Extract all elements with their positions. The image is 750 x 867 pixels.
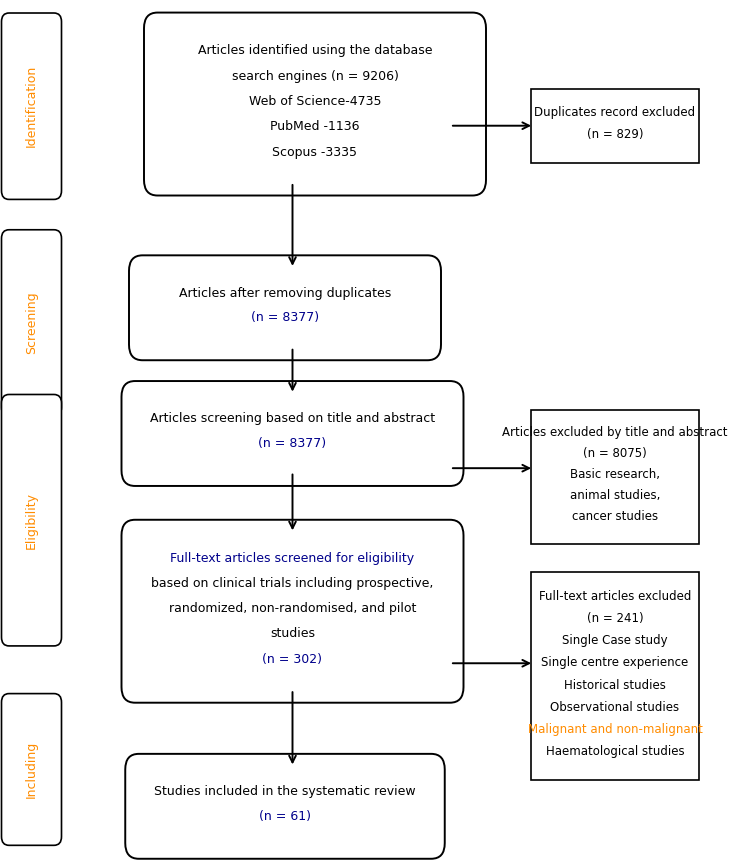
Text: Malignant and non-malignant: Malignant and non-malignant: [527, 723, 703, 736]
FancyBboxPatch shape: [2, 694, 62, 845]
Text: Screening: Screening: [25, 291, 38, 355]
FancyBboxPatch shape: [530, 89, 699, 163]
FancyBboxPatch shape: [2, 394, 62, 646]
Text: Full-text articles screened for eligibility: Full-text articles screened for eligibil…: [170, 551, 415, 564]
FancyBboxPatch shape: [125, 753, 445, 858]
Text: Scopus -3335: Scopus -3335: [272, 146, 358, 159]
Text: (n = 8377): (n = 8377): [259, 437, 326, 450]
Text: Web of Science-4735: Web of Science-4735: [249, 95, 381, 108]
Text: (n = 241): (n = 241): [586, 612, 644, 625]
Text: Historical studies: Historical studies: [564, 679, 666, 692]
Text: Full-text articles excluded: Full-text articles excluded: [538, 590, 692, 603]
Text: (n = 829): (n = 829): [586, 128, 644, 140]
FancyBboxPatch shape: [122, 381, 463, 486]
FancyBboxPatch shape: [129, 255, 441, 361]
FancyBboxPatch shape: [122, 519, 463, 702]
Text: search engines (n = 9206): search engines (n = 9206): [232, 69, 398, 82]
FancyBboxPatch shape: [530, 572, 699, 780]
FancyBboxPatch shape: [2, 13, 62, 199]
Text: PubMed -1136: PubMed -1136: [270, 121, 360, 134]
Text: Articles identified using the database: Articles identified using the database: [198, 44, 432, 57]
FancyBboxPatch shape: [2, 230, 62, 416]
Text: (n = 61): (n = 61): [259, 810, 311, 823]
Text: Basic research,: Basic research,: [570, 468, 660, 481]
Text: Duplicates record excluded: Duplicates record excluded: [535, 107, 695, 119]
Text: animal studies,: animal studies,: [570, 489, 660, 502]
Text: (n = 302): (n = 302): [262, 653, 322, 666]
Text: Articles excluded by title and abstract: Articles excluded by title and abstract: [503, 427, 728, 440]
Text: Identification: Identification: [25, 65, 38, 147]
Text: based on clinical trials including prospective,: based on clinical trials including prosp…: [152, 577, 433, 590]
Text: Haematological studies: Haematological studies: [546, 745, 684, 758]
Text: Including: Including: [25, 740, 38, 799]
Text: Articles after removing duplicates: Articles after removing duplicates: [178, 287, 392, 299]
FancyBboxPatch shape: [144, 12, 486, 196]
Text: Eligibility: Eligibility: [25, 492, 38, 549]
Text: Studies included in the systematic review: Studies included in the systematic revie…: [154, 786, 416, 798]
FancyBboxPatch shape: [530, 410, 699, 544]
Text: Observational studies: Observational studies: [550, 701, 680, 714]
Text: (n = 8377): (n = 8377): [251, 311, 319, 324]
Text: (n = 8075): (n = 8075): [584, 447, 646, 460]
Text: cancer studies: cancer studies: [572, 510, 658, 523]
Text: randomized, non-randomised, and pilot: randomized, non-randomised, and pilot: [169, 603, 416, 616]
Text: Single centre experience: Single centre experience: [542, 656, 688, 669]
Text: studies: studies: [270, 628, 315, 641]
Text: Single Case study: Single Case study: [562, 635, 668, 648]
Text: Articles screening based on title and abstract: Articles screening based on title and ab…: [150, 413, 435, 425]
